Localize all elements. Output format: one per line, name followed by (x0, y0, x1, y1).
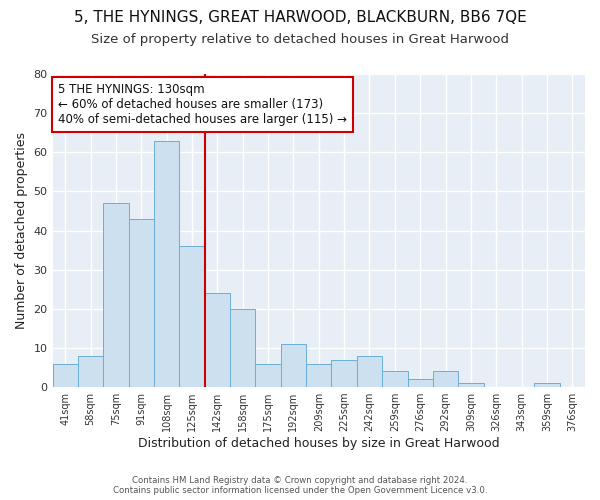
Bar (103, 203, 128, 387)
Bar (230, 309, 256, 387)
Bar (458, 383, 484, 387)
Text: 5, THE HYNINGS, GREAT HARWOOD, BLACKBURN, BB6 7QE: 5, THE HYNINGS, GREAT HARWOOD, BLACKBURN… (74, 10, 526, 25)
Text: Size of property relative to detached houses in Great Harwood: Size of property relative to detached ho… (91, 32, 509, 46)
Bar (382, 372, 407, 387)
Bar (357, 356, 382, 387)
X-axis label: Distribution of detached houses by size in Great Harwood: Distribution of detached houses by size … (138, 437, 500, 450)
Bar (205, 293, 230, 387)
Bar (179, 246, 205, 387)
Text: 5 THE HYNINGS: 130sqm
← 60% of detached houses are smaller (173)
40% of semi-det: 5 THE HYNINGS: 130sqm ← 60% of detached … (58, 84, 347, 126)
Bar (306, 364, 331, 387)
Bar (53, 364, 78, 387)
Bar (154, 140, 179, 387)
Bar (281, 344, 306, 387)
Bar (433, 372, 458, 387)
Bar (331, 360, 357, 387)
Bar (534, 383, 560, 387)
Y-axis label: Number of detached properties: Number of detached properties (15, 132, 28, 329)
Text: Contains HM Land Registry data © Crown copyright and database right 2024.
Contai: Contains HM Land Registry data © Crown c… (113, 476, 487, 495)
Bar (128, 219, 154, 387)
Bar (407, 380, 433, 387)
Bar (256, 364, 281, 387)
Bar (78, 356, 103, 387)
